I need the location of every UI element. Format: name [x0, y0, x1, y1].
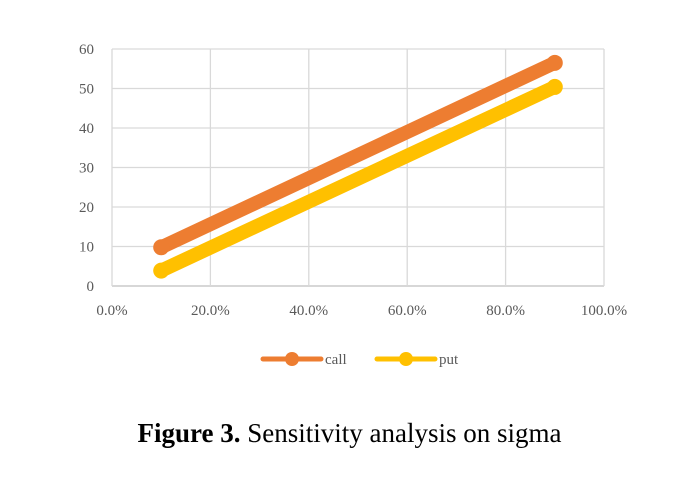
y-tick-label: 40 — [79, 121, 94, 137]
x-tick-label: 40.0% — [289, 303, 328, 319]
legend-label-call: call — [325, 352, 347, 368]
data-point-put — [153, 262, 170, 279]
legend-marker-put — [399, 352, 413, 366]
legend-marker-call — [285, 352, 299, 366]
y-tick-label: 20 — [79, 200, 94, 216]
y-tick-label: 30 — [79, 161, 94, 177]
x-tick-label: 60.0% — [388, 303, 427, 319]
caption-label: Figure 3. — [137, 418, 241, 448]
data-point-call — [546, 54, 563, 71]
series-line-put — [154, 79, 562, 278]
caption-text: Sensitivity analysis on sigma — [240, 418, 562, 448]
legend-label-put: put — [439, 352, 459, 368]
y-axis-tick-labels: 0 10 20 30 40 50 60 — [79, 42, 94, 295]
y-tick-label: 0 — [87, 279, 95, 295]
y-tick-label: 10 — [79, 240, 94, 256]
y-tick-label: 50 — [79, 82, 94, 98]
series-line-call — [154, 55, 562, 255]
legend-item-put: put — [374, 352, 459, 368]
x-tick-label: 20.0% — [191, 303, 230, 319]
x-tick-label: 0.0% — [96, 303, 127, 319]
series-group — [153, 54, 563, 279]
line-chart: 0 10 20 30 40 50 60 0.0% 20.0% 40.0% 60.0% 80.0% 10… — [79, 42, 627, 368]
gridlines — [111, 48, 605, 287]
figure-caption: Figure 3. Sensitivity analysis on sigma — [0, 418, 699, 449]
x-tick-label: 80.0% — [486, 303, 525, 319]
data-point-put — [546, 78, 563, 95]
legend: call put — [260, 352, 459, 368]
y-tick-label: 60 — [79, 42, 94, 58]
legend-item-call: call — [260, 352, 347, 368]
x-tick-label: 100.0% — [581, 303, 627, 319]
x-axis-tick-labels: 0.0% 20.0% 40.0% 60.0% 80.0% 100.0% — [96, 303, 627, 319]
data-point-call — [153, 239, 170, 256]
